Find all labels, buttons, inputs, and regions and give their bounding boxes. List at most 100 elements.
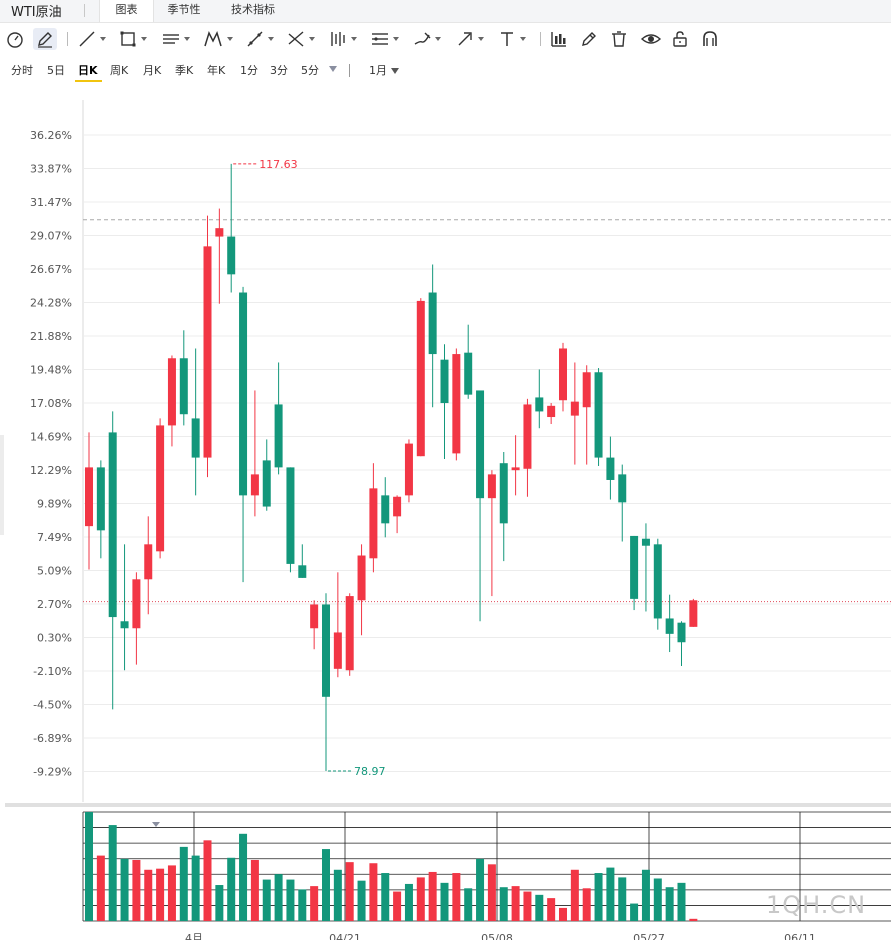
candle-body (322, 604, 330, 697)
volume-bar (499, 887, 508, 921)
chevron-down-icon (390, 68, 399, 74)
fibonacci-tool[interactable] (286, 28, 315, 50)
period-3min[interactable]: 3分 (270, 64, 288, 77)
period-monthly[interactable]: 月K (143, 64, 162, 77)
arrow-tool[interactable] (455, 28, 484, 50)
bar-chart-icon (551, 32, 566, 47)
volume-bar (322, 849, 330, 921)
y-tick-label: 21.88% (30, 330, 72, 343)
volume-bar (286, 879, 295, 921)
x-tick-label: 4月 (185, 932, 203, 940)
candle-body (618, 474, 627, 503)
channel-icon (372, 33, 388, 45)
top-bar: WTI原油 图表 季节性 技术指标 (0, 0, 891, 23)
candle-body (227, 236, 236, 275)
rectangle-tool[interactable] (118, 28, 147, 50)
y-tick-label: 33.87% (30, 163, 72, 176)
candle-body (689, 600, 698, 627)
more-periods-dropdown[interactable] (329, 62, 337, 75)
brush-icon (414, 32, 431, 45)
channel-tool[interactable] (370, 28, 399, 50)
range-dropdown[interactable]: 1月 (369, 62, 399, 78)
candle-body (606, 457, 615, 480)
volume-menu-icon (152, 822, 160, 827)
candle-body (582, 372, 591, 408)
candlestick-chart[interactable]: 36.26% 33.87% 31.47% 29.07% 26.67% 24.28% 21.8… (0, 100, 891, 940)
volume-bar (156, 868, 165, 921)
y-tick-label: 26.67% (30, 263, 72, 276)
period-weekly[interactable]: 周K (110, 64, 129, 77)
volume-bar (345, 862, 354, 921)
trash-icon (612, 31, 626, 47)
y-tick-label: -4.50% (33, 699, 72, 712)
candle-body (511, 467, 520, 471)
candle-body (191, 418, 200, 458)
chart-area[interactable]: 36.26% 33.87% 31.47% 29.07% 26.67% 24.28% 21.8… (0, 100, 891, 940)
y-tick-label: 2.70% (37, 598, 72, 611)
trash-tool[interactable] (609, 28, 629, 50)
eraser-tool[interactable] (579, 28, 599, 50)
period-intraday[interactable]: 分时 (11, 64, 33, 77)
volume-bar (227, 857, 236, 921)
candle-body (369, 488, 378, 559)
reference-lines (83, 219, 891, 603)
unlock-tool[interactable] (670, 28, 690, 50)
y-tick-label: 12.29% (30, 464, 72, 477)
candle-body (132, 579, 141, 629)
tab-seasonality[interactable]: 季节性 (156, 0, 212, 22)
volume-bar (262, 879, 271, 921)
candle-body (179, 358, 188, 415)
eye-icon (640, 34, 662, 44)
candle-body (156, 425, 165, 552)
brush-tool[interactable] (412, 28, 441, 50)
y-tick-label: 19.48% (30, 364, 72, 377)
x-axis-ticks: 4月 04/21 05/08 05/27 06/11 (185, 932, 816, 940)
volume-bar (132, 859, 141, 921)
x-tick-label: 05/08 (481, 932, 513, 940)
pattern-tool[interactable] (202, 28, 233, 50)
volume-bar (559, 907, 567, 921)
volume-bar (606, 867, 615, 921)
x-tick-label: 06/11 (784, 932, 816, 940)
candle-body (428, 292, 437, 355)
pattern-icon (204, 30, 222, 47)
volume-bar (203, 840, 212, 921)
period-5day[interactable]: 5日 (47, 64, 65, 77)
gauge-tool[interactable] (5, 28, 25, 50)
volume-bar (120, 858, 129, 921)
candle-body (523, 404, 532, 469)
period-5min[interactable]: 5分 (301, 64, 319, 77)
measure-tool[interactable] (245, 28, 274, 50)
volume-bar (108, 825, 117, 921)
title-separator (84, 4, 85, 17)
bars-tool[interactable] (328, 28, 357, 50)
tab-indicators[interactable]: 技术指标 (220, 0, 286, 22)
arrow-icon (458, 32, 472, 46)
candles (85, 163, 698, 771)
pen-tool[interactable] (33, 28, 57, 50)
volume-bar (665, 887, 674, 921)
side-handle[interactable] (0, 435, 4, 535)
y-tick-label: 5.09% (37, 565, 72, 578)
period-1min[interactable]: 1分 (240, 64, 258, 77)
magnet-tool[interactable] (700, 28, 720, 50)
period-daily[interactable]: 日K (78, 64, 98, 77)
candle-body (452, 354, 461, 454)
bar-chart-tool[interactable] (549, 28, 569, 50)
low-price-label: 78.97 (354, 765, 386, 778)
y-tick-label: 17.08% (30, 397, 72, 410)
tab-chart[interactable]: 图表 (99, 0, 154, 22)
candle-body (357, 555, 366, 601)
candle-body (630, 535, 639, 599)
eye-tool[interactable] (640, 28, 662, 50)
volume-bar (85, 812, 93, 921)
period-yearly[interactable]: 年K (207, 64, 226, 77)
volume-bar (167, 865, 176, 921)
volume-bar (689, 918, 698, 921)
parallel-lines-tool[interactable] (161, 28, 190, 50)
volume-bar (239, 833, 248, 921)
period-quarterly[interactable]: 季K (175, 64, 194, 77)
volume-bar (310, 886, 319, 921)
line-tool[interactable] (77, 28, 106, 50)
text-tool[interactable] (497, 28, 526, 50)
